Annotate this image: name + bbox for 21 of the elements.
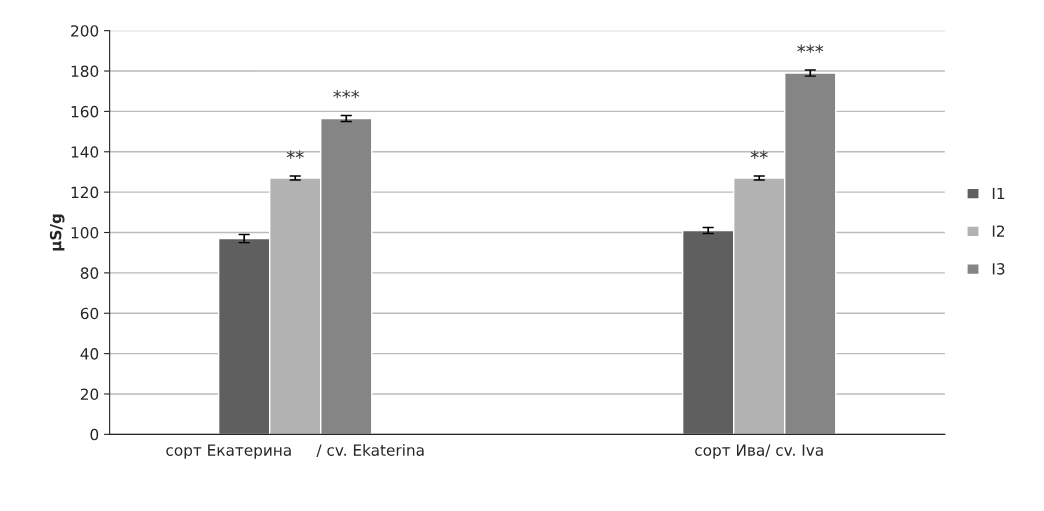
y-tick-label: 160 (71, 105, 99, 118)
y-tick-label: 0 (90, 428, 99, 441)
y-tick-label: 60 (80, 307, 99, 320)
y-tick-label: 80 (80, 267, 99, 279)
annotation: *** (797, 44, 824, 53)
y-tick-label: 100 (71, 226, 99, 239)
legend-label: I2 (992, 225, 1005, 237)
y-tick-label: 120 (71, 186, 99, 199)
y-tick-label: 20 (80, 388, 99, 400)
legend-label: I3 (992, 263, 1005, 275)
annotation: ** (750, 150, 768, 159)
annotation: ** (286, 150, 304, 159)
annotation: *** (333, 89, 360, 99)
legend-label: I1 (992, 187, 1005, 200)
y-tick-label: 40 (80, 348, 99, 360)
x-tick-label: сорт Екатерина / cv. Ekaterina (166, 444, 424, 459)
y-axis-title: µS/g (49, 214, 65, 251)
y-tick-label: 200 (71, 25, 99, 37)
y-tick-label: 180 (71, 65, 99, 78)
x-tick-label: сорт Ива/ cv. Iva (695, 444, 823, 459)
y-tick-label: 140 (71, 146, 99, 158)
